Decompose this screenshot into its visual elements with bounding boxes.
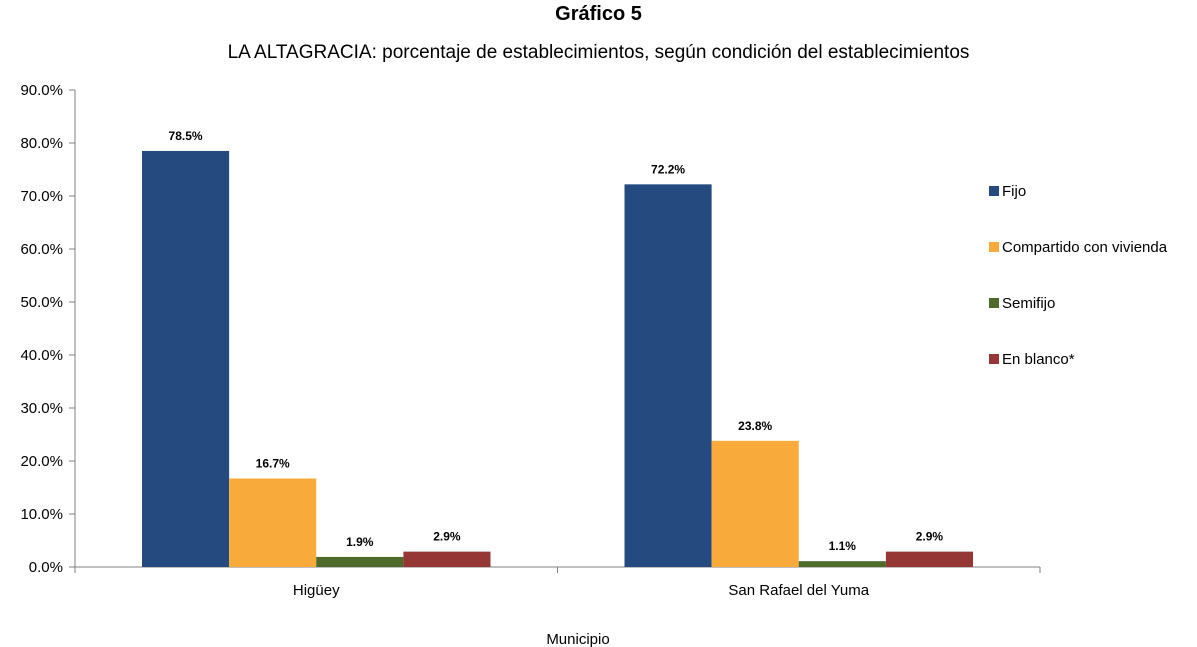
y-tick-label: 0.0% xyxy=(29,559,63,576)
x-category-label: San Rafael del Yuma xyxy=(728,582,869,599)
data-label: 2.9% xyxy=(433,530,461,544)
legend-swatch xyxy=(989,354,999,364)
bar-compartido-con-vivienda-0 xyxy=(229,478,317,567)
data-label: 23.8% xyxy=(738,419,772,433)
data-label: 1.1% xyxy=(829,539,857,553)
legend-swatch xyxy=(989,242,999,252)
y-tick-label: 90.0% xyxy=(20,82,63,99)
legend-label: En blanco* xyxy=(1002,351,1075,368)
data-label: 16.7% xyxy=(256,456,290,470)
bar-en-blanco-1 xyxy=(885,551,973,567)
y-tick-label: 10.0% xyxy=(20,506,63,523)
legend-label: Fijo xyxy=(1002,183,1026,200)
x-axis-title: Municipio xyxy=(546,631,609,647)
y-tick-label: 50.0% xyxy=(20,294,63,311)
legend-swatch xyxy=(989,186,999,196)
x-category-label: Higüey xyxy=(293,582,340,599)
y-tick-label: 30.0% xyxy=(20,400,63,417)
bar-semifijo-0 xyxy=(316,556,404,567)
legend-label: Semifijo xyxy=(1002,295,1055,312)
y-tick-label: 80.0% xyxy=(20,135,63,152)
legend-swatch xyxy=(989,298,999,308)
chart-subtitle: LA ALTAGRACIA: porcentaje de establecimi… xyxy=(227,42,970,63)
x-axis: Higüey San Rafael del Yuma xyxy=(74,566,1041,599)
y-tick-label: 20.0% xyxy=(20,453,63,470)
bar-en-blanco-0 xyxy=(403,551,491,567)
bars xyxy=(142,150,973,567)
data-label: 78.5% xyxy=(169,129,203,143)
chart-title: Gráfico 5 xyxy=(555,3,642,25)
legend: Fijo Compartido con vivienda Semifijo En bl… xyxy=(989,183,1168,368)
bar-compartido-con-vivienda-1 xyxy=(711,440,799,567)
data-label: 2.9% xyxy=(916,530,944,544)
bar-fijo-1 xyxy=(624,184,712,567)
data-label: 72.2% xyxy=(651,162,685,176)
y-tick-label: 70.0% xyxy=(20,188,63,205)
bar-semifijo-1 xyxy=(798,561,886,567)
y-tick-label: 40.0% xyxy=(20,347,63,364)
y-axis: 0.0% 10.0% 20.0% 30.0% 40.0% 50.0% 60.0% 70.0% 8… xyxy=(20,82,76,576)
data-label: 1.9% xyxy=(346,535,374,549)
data-labels: 78.5% 72.2% 16.7% 23.8% 1.9% 1.1% 2.9% 2.9% xyxy=(169,129,944,553)
legend-label: Compartido con vivienda xyxy=(1002,239,1168,256)
y-tick-label: 60.0% xyxy=(20,241,63,258)
bar-fijo-0 xyxy=(142,150,230,567)
